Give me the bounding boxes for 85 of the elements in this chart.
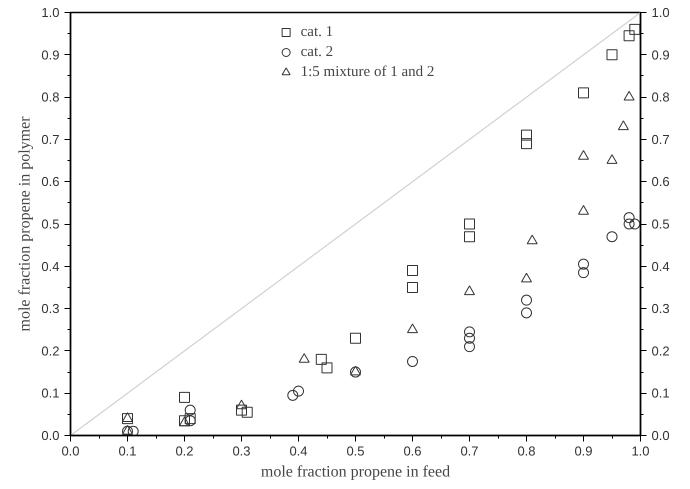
y-tick-label: 0.5 [41,216,60,232]
x-tick-label: 0.0 [61,444,80,458]
legend-label: 1:5 mixture of 1 and 2 [300,64,434,80]
point [624,30,635,42]
x-tick-label: 0.3 [232,444,251,458]
y-tick-label: 0.6 [41,174,60,190]
x-tick-label: 0.9 [574,444,593,458]
y-tick-label: 0.8 [41,90,60,105]
x-tick-label: 0.2 [175,444,194,458]
point [578,87,589,98]
legend-label: cat. 2 [300,44,334,60]
point [578,150,589,160]
point [526,234,538,244]
x-tick-label: 0.8 [517,444,536,458]
y-tick-label: 0.4 [41,258,60,274]
y2-tick-label: 0.1 [652,386,670,401]
x-axis-title: mole fraction propene in feed [260,464,450,480]
y-tick-label: 0.0 [41,428,60,443]
y2-tick-label: 1.0 [652,5,670,20]
point [464,326,475,338]
point [521,138,532,150]
point [179,392,190,403]
y-tick-label: 0.3 [41,301,60,316]
point [322,362,332,374]
point [407,265,418,276]
point [578,258,589,270]
point [122,413,133,424]
point [624,90,635,100]
point [606,49,618,60]
legend-label: cat. 1 [300,24,334,40]
point [236,404,247,416]
point [350,366,361,376]
point [242,406,253,418]
y2-tick-label: 0.5 [652,216,670,232]
point [293,386,304,397]
point [464,231,475,242]
x-tick-label: 0.4 [289,444,308,458]
point [287,390,298,401]
y-tick-label: 0.7 [41,132,60,147]
point [407,282,418,293]
point [464,332,475,344]
y-tick-label: 0.2 [41,343,60,358]
y-axis-title: mole fraction propene in polymer [16,116,34,332]
y-tick-label: 0.1 [41,386,60,401]
y2-tick-label: 0.8 [652,90,670,105]
point [521,272,532,282]
point [464,341,475,352]
point [521,294,532,306]
point [629,24,640,35]
point [464,218,475,230]
y2-tick-label: 0.3 [652,301,670,316]
y2-tick-label: 0.2 [652,343,670,358]
point [236,400,247,410]
point [606,231,618,242]
x-tick-label: 1.0 [631,444,650,458]
point [184,404,196,416]
y2-tick-label: 0.7 [652,132,670,147]
x-tick-label: 0.5 [346,444,365,458]
x-tick-label: 0.1 [118,444,137,458]
y2-tick-label: 0.0 [652,428,670,443]
point [624,212,635,224]
point [407,356,418,367]
point [316,354,327,365]
y2-tick-label: 0.6 [652,174,670,190]
y-tick-label: 0.9 [41,47,60,62]
point [578,205,589,215]
point [629,218,640,230]
y2-tick-label: 0.9 [652,47,670,62]
point [122,412,133,422]
x-tick-label: 0.7 [460,444,479,458]
point [128,426,139,436]
point [407,323,418,334]
point [350,332,361,344]
point [618,120,629,130]
y2-tick-label: 0.4 [652,258,670,274]
point [298,353,310,363]
point [350,366,361,378]
point [464,285,475,296]
point [521,130,532,141]
x-tick-label: 0.6 [403,444,422,458]
y-tick-label: 1.0 [41,5,60,20]
point [578,267,589,278]
point [606,154,618,164]
point [521,307,532,318]
point [624,218,635,230]
